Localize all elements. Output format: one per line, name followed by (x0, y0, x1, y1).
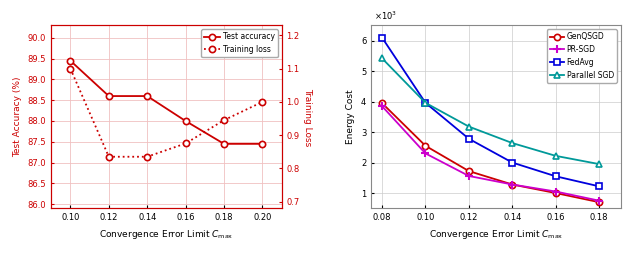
PR-SGD (422, 152, 429, 155)
GenQSGD (595, 201, 603, 204)
PR-SGD (465, 174, 473, 178)
Test accuracy (143, 94, 151, 98)
Y-axis label: Test Accuracy (%): Test Accuracy (%) (13, 77, 22, 157)
Parallel SGD (508, 141, 516, 145)
FedAvg (595, 185, 603, 188)
X-axis label: Convergence Error Limit $C_{\mathrm{max}}$: Convergence Error Limit $C_{\mathrm{max}… (429, 228, 563, 241)
Line: GenQSGD: GenQSGD (379, 100, 602, 205)
PR-SGD (508, 183, 516, 186)
Parallel SGD (595, 163, 603, 166)
GenQSGD (465, 170, 473, 173)
Training loss (220, 119, 228, 122)
Training loss (143, 155, 151, 158)
Y-axis label: Training Loss: Training Loss (303, 88, 312, 146)
FedAvg (508, 161, 516, 164)
Training loss (259, 100, 266, 103)
Legend: Test accuracy, Training loss: Test accuracy, Training loss (202, 29, 278, 57)
Text: $\times 10^3$: $\times 10^3$ (374, 9, 397, 22)
Legend: GenQSGD, PR-SGD, FedAvg, Parallel SGD: GenQSGD, PR-SGD, FedAvg, Parallel SGD (547, 29, 617, 83)
FedAvg (465, 137, 473, 140)
Training loss (67, 67, 74, 70)
Y-axis label: Energy Cost: Energy Cost (346, 89, 355, 144)
GenQSGD (378, 102, 386, 105)
Test accuracy (220, 142, 228, 145)
GenQSGD (508, 183, 516, 186)
PR-SGD (378, 105, 386, 108)
Line: Test accuracy: Test accuracy (67, 58, 266, 147)
Parallel SGD (465, 125, 473, 128)
Test accuracy (105, 94, 113, 98)
Training loss (182, 142, 189, 145)
X-axis label: Convergence Error Limit $C_{\mathrm{max}}$: Convergence Error Limit $C_{\mathrm{max}… (99, 228, 234, 241)
FedAvg (422, 101, 429, 104)
Parallel SGD (378, 57, 386, 60)
FedAvg (378, 36, 386, 39)
FedAvg (552, 175, 559, 178)
Parallel SGD (552, 154, 559, 157)
PR-SGD (595, 199, 603, 202)
Test accuracy (67, 59, 74, 62)
Line: FedAvg: FedAvg (380, 35, 602, 189)
Parallel SGD (422, 101, 429, 104)
GenQSGD (422, 144, 429, 147)
Test accuracy (182, 119, 189, 122)
Test accuracy (259, 142, 266, 145)
GenQSGD (552, 192, 559, 195)
Line: Training loss: Training loss (67, 66, 266, 160)
PR-SGD (552, 190, 559, 193)
Training loss (105, 155, 113, 158)
Line: Parallel SGD: Parallel SGD (379, 55, 602, 167)
Line: PR-SGD: PR-SGD (378, 102, 604, 205)
